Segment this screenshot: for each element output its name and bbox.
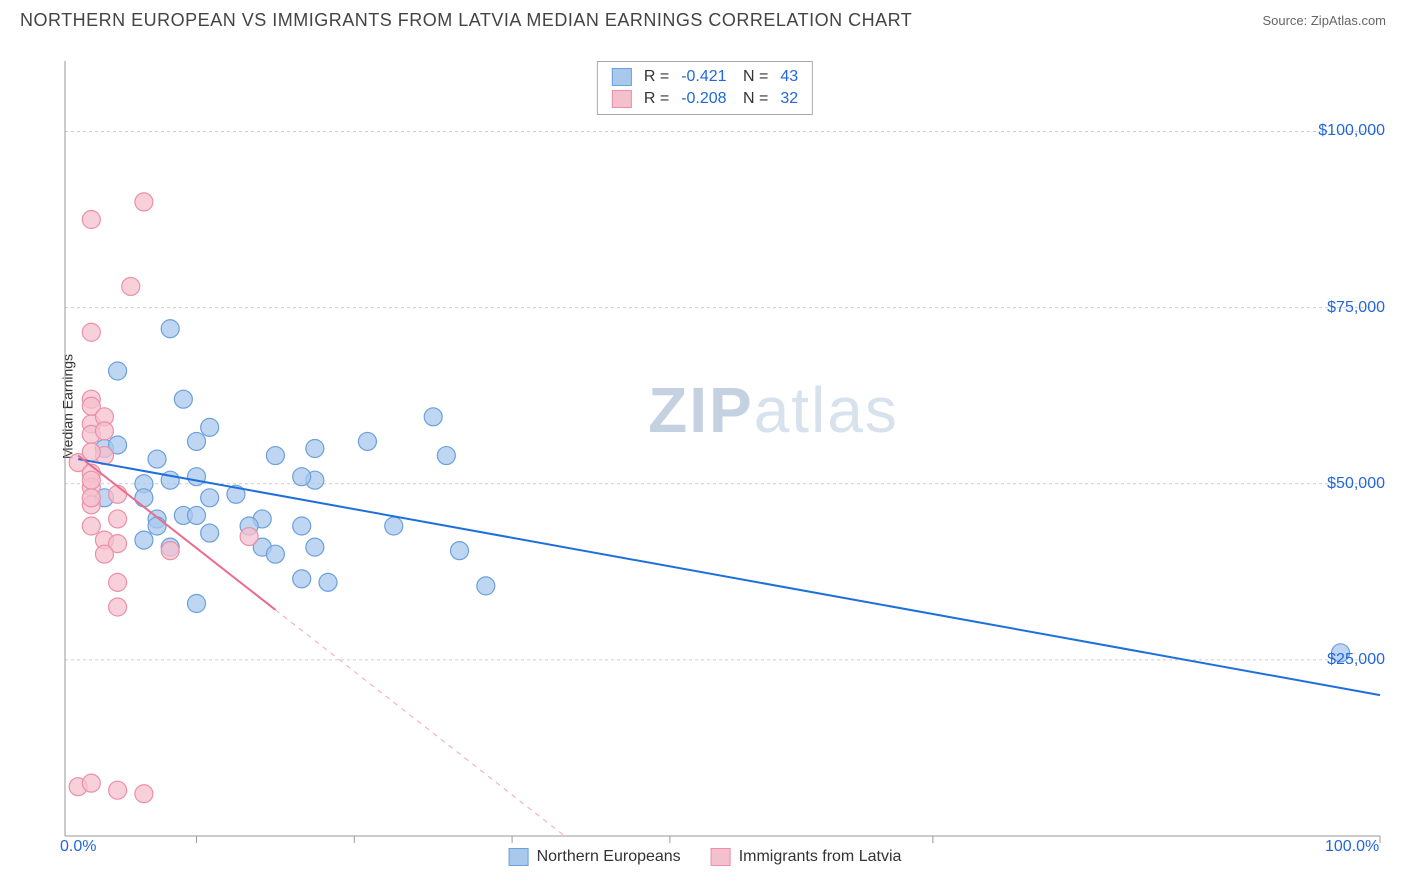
y-tick-label: $75,000 [1327,299,1385,317]
y-tick-label: $25,000 [1327,651,1385,669]
r-value: -0.208 [681,90,726,108]
x-tick-label: 100.0% [1325,838,1379,856]
legend-label: Northern Europeans [537,848,681,866]
legend-item: Immigrants from Latvia [711,848,902,866]
stats-legend-box: R = -0.421 N = 43 R = -0.208 N = 32 [597,61,813,115]
source-label: Source: ZipAtlas.com [1262,13,1386,28]
legend-item: Northern Europeans [509,848,681,866]
stats-row: R = -0.421 N = 43 [598,66,812,88]
y-tick-label: $100,000 [1318,122,1385,140]
stats-row: R = -0.208 N = 32 [598,88,812,110]
legend-label: Immigrants from Latvia [739,848,902,866]
stats-swatch-icon [612,90,632,108]
y-tick-label: $50,000 [1327,475,1385,493]
n-value: 32 [780,90,798,108]
x-tick-label: 0.0% [60,838,96,856]
series-legend: Northern Europeans Immigrants from Latvi… [509,848,902,866]
legend-swatch-icon [509,848,529,866]
stats-swatch-icon [612,68,632,86]
legend-swatch-icon [711,848,731,866]
chart-title: NORTHERN EUROPEAN VS IMMIGRANTS FROM LAT… [20,10,912,31]
scatter-chart [20,36,1390,866]
r-value: -0.421 [681,68,726,86]
n-value: 43 [780,68,798,86]
chart-container: Median Earnings ZIPatlas R = -0.421 N = … [20,36,1390,866]
